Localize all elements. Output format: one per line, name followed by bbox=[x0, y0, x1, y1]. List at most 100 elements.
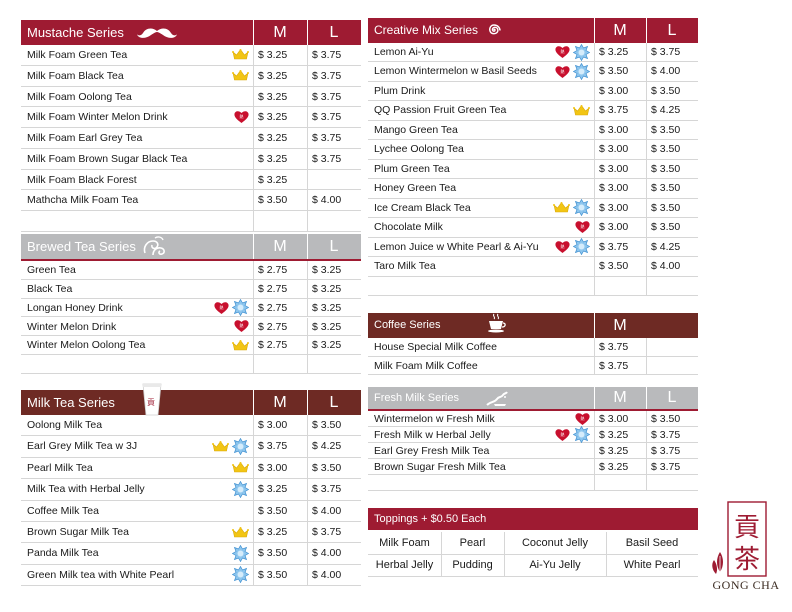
blank-row bbox=[368, 475, 698, 491]
menu-row: Mango Green Tea $ 3.00 $ 3.50 bbox=[368, 120, 698, 141]
price-l: $ 3.75 bbox=[651, 46, 681, 58]
drink-name: Milk Foam Brown Sugar Black Tea bbox=[27, 152, 188, 165]
price-l: $ 3.50 bbox=[651, 182, 681, 195]
price-m: $ 3.00 bbox=[258, 461, 288, 474]
milk-tea-series: Milk Tea Series 貢 M L Oolong Milk Tea $ 3… bbox=[21, 383, 361, 586]
spiral-icon bbox=[489, 24, 501, 35]
price-l: $ 3.75 bbox=[312, 111, 342, 124]
ice-icon bbox=[573, 426, 590, 443]
ice-icon bbox=[573, 63, 590, 81]
price-m: $ 3.25 bbox=[258, 49, 288, 61]
drink-name: Plum Green Tea bbox=[374, 162, 450, 175]
toppings-title: Toppings + $0.50 Each bbox=[374, 513, 487, 525]
heart-icon: 熱 bbox=[555, 428, 570, 441]
menu-row: Plum Drink $ 3.00 $ 3.50 bbox=[368, 81, 698, 102]
topping-item: Milk Foam bbox=[379, 537, 430, 549]
section-title: Brewed Tea Series bbox=[27, 239, 136, 254]
heart-icon: 熱 bbox=[214, 301, 229, 314]
brewed-tea-rows: Green Tea $ 2.75 $ 3.25 Black Tea $ 2.75 $ 3.… bbox=[21, 261, 361, 374]
price-l: $ 4.00 bbox=[651, 260, 681, 273]
drink-name: Honey Green Tea bbox=[374, 182, 457, 195]
crown-icon bbox=[232, 526, 249, 537]
fresh-milk-series-header: Fresh Milk Series M L bbox=[368, 387, 698, 409]
swirl-leaf-icon bbox=[143, 236, 165, 256]
price-m: $ 3.00 bbox=[599, 123, 629, 136]
price-m: $ 3.25 bbox=[258, 525, 288, 538]
mustache-icon bbox=[137, 28, 177, 38]
size-l-header: L bbox=[667, 22, 677, 39]
badge-icons bbox=[232, 458, 249, 478]
toppings-grid: Milk Foam Pearl Coconut Jelly Basil Seed Her… bbox=[368, 530, 698, 578]
drink-name: Winter Melon Drink bbox=[27, 320, 117, 333]
badge-icons bbox=[232, 45, 249, 65]
crown-icon bbox=[212, 441, 229, 452]
heart-icon: 熱 bbox=[575, 221, 590, 234]
price-m: $ 3.75 bbox=[599, 240, 629, 253]
drink-name: Milk Foam Green Tea bbox=[27, 49, 128, 61]
drink-name: Milk Foam Winter Melon Drink bbox=[27, 111, 168, 124]
price-m: $ 3.25 bbox=[258, 483, 288, 496]
price-l: $ 3.75 bbox=[651, 429, 681, 441]
menu-row: Fresh Milk w Herbal Jelly 熱 $ 3.25 $ 3.75 bbox=[368, 426, 698, 443]
price-l: $ 3.50 bbox=[312, 419, 342, 431]
drink-name: Brown Sugar Milk Tea bbox=[27, 525, 129, 538]
menu-row: Milk Foam Winter Melon Drink 熱 $ 3.25 $ 3… bbox=[21, 107, 361, 129]
price-l: $ 3.50 bbox=[651, 413, 681, 425]
drink-name: Milk Foam Oolong Tea bbox=[27, 90, 132, 103]
price-m: $ 3.00 bbox=[599, 201, 629, 214]
price-l: $ 3.50 bbox=[312, 461, 342, 474]
badge-icons bbox=[553, 199, 590, 217]
drink-name: Lemon Juice w White Pearl & Ai-Yu bbox=[374, 240, 539, 253]
menu-row: Pearl Milk Tea $ 3.00 $ 3.50 bbox=[21, 457, 361, 480]
size-m-header: M bbox=[273, 24, 287, 41]
badge-icons bbox=[573, 101, 590, 119]
menu-row: Green Tea $ 2.75 $ 3.25 bbox=[21, 261, 361, 280]
menu-row: Milk Foam Oolong Tea $ 3.25 $ 3.75 bbox=[21, 86, 361, 108]
toppings-section: Toppings + $0.50 Each bbox=[368, 508, 698, 530]
tea-cup-icon: 貢 bbox=[142, 383, 162, 416]
size-m-header: M bbox=[273, 394, 287, 411]
ice-icon bbox=[232, 299, 249, 317]
drink-name: Milk Foam Earl Grey Tea bbox=[27, 132, 143, 145]
price-l: $ 4.00 bbox=[312, 547, 342, 560]
price-l: $ 3.50 bbox=[651, 221, 681, 234]
heart-icon: 熱 bbox=[234, 320, 249, 333]
ice-icon bbox=[232, 480, 249, 498]
price-l: $ 3.75 bbox=[651, 445, 681, 457]
topping-item: Pudding bbox=[452, 559, 493, 571]
svg-text:熱: 熱 bbox=[561, 243, 565, 249]
menu-row: Brown Sugar Fresh Milk Tea $ 3.25 $ 3.75 bbox=[368, 459, 698, 475]
drink-name: Panda Milk Tea bbox=[27, 547, 99, 560]
menu-row: Milk Foam Milk Coffee $ 3.75 bbox=[368, 356, 698, 375]
price-m: $ 3.00 bbox=[599, 413, 629, 425]
menu-row: Plum Green Tea $ 3.00 $ 3.50 bbox=[368, 159, 698, 180]
badge-icons bbox=[232, 543, 249, 563]
badge-icons bbox=[212, 436, 249, 456]
milk-tea-rows: Oolong Milk Tea $ 3.00 $ 3.50 Earl Grey Mil… bbox=[21, 415, 361, 586]
topping-item: White Pearl bbox=[623, 559, 681, 571]
price-m: $ 3.25 bbox=[599, 46, 629, 58]
creative-mix-rows: Lemon Ai-Yu 熱 $ 3.25 $ 3.75 Lemon Winterme… bbox=[368, 43, 698, 296]
drink-name: QQ Passion Fruit Green Tea bbox=[374, 104, 507, 117]
topping-item: Basil Seed bbox=[625, 537, 679, 549]
section-title: Fresh Milk Series bbox=[374, 392, 459, 404]
ice-icon bbox=[232, 438, 249, 456]
crown-icon bbox=[573, 105, 590, 116]
drink-name: Wintermelon w Fresh Milk bbox=[374, 413, 495, 425]
crown-icon bbox=[553, 202, 570, 213]
price-l: $ 4.25 bbox=[651, 240, 681, 253]
mustache-series: Mustache Series M L Milk Foam Green Tea … bbox=[21, 20, 361, 232]
drink-name: Coffee Milk Tea bbox=[27, 504, 99, 517]
svg-text:熱: 熱 bbox=[561, 67, 565, 73]
price-m: $ 3.25 bbox=[599, 429, 629, 441]
price-m: $ 2.75 bbox=[258, 339, 288, 352]
svg-text:熱: 熱 bbox=[240, 113, 244, 119]
drink-name: Oolong Milk Tea bbox=[27, 419, 103, 431]
price-l: $ 3.50 bbox=[651, 162, 681, 175]
price-m: $ 3.25 bbox=[258, 173, 288, 186]
mustache-series-header: Mustache Series M L bbox=[21, 20, 361, 45]
brand-name: GONG CHA bbox=[712, 578, 780, 592]
svg-text:貢: 貢 bbox=[734, 513, 760, 543]
price-l: $ 3.75 bbox=[312, 525, 342, 538]
ice-icon bbox=[232, 544, 249, 562]
